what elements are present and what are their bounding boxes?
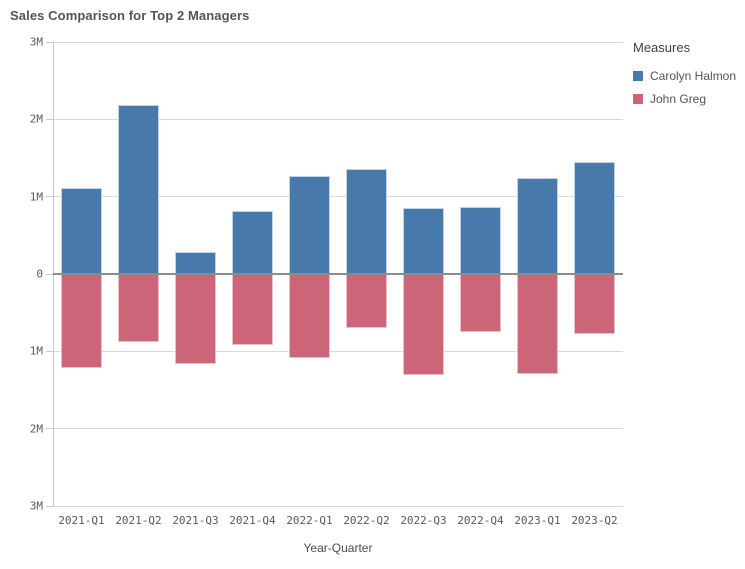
bar-carolyn-halmon-2023-Q2[interactable] [574,161,615,274]
y-tick-label: 3M [29,499,43,513]
plot-area [53,41,623,507]
bar-john-greg-2022-Q3[interactable] [403,274,444,375]
gridline [53,428,623,430]
gridline [53,350,623,352]
bar-john-greg-2021-Q1[interactable] [61,274,102,368]
y-tick-icon [46,428,53,430]
gridline [53,505,623,507]
bar-carolyn-halmon-2023-Q1[interactable] [517,178,558,274]
y-tick-label: 1M [29,190,43,204]
x-tick-label-2021-Q4[interactable]: 2021-Q4 [229,514,276,527]
y-tick-label: 1M [29,344,43,358]
legend-item-john-greg[interactable]: John Greg [633,92,743,106]
gridline [53,41,623,43]
x-tick-label-2023-Q1[interactable]: 2023-Q1 [514,514,561,527]
bar-john-greg-2021-Q4[interactable] [232,274,273,346]
x-tick-label-2021-Q1[interactable]: 2021-Q1 [58,514,105,527]
bar-john-greg-2021-Q3[interactable] [175,274,216,364]
y-tick-icon [46,196,53,198]
x-tick-label-2022-Q3[interactable]: 2022-Q3 [400,514,447,527]
legend-label: John Greg [650,92,707,106]
bar-carolyn-halmon-2022-Q3[interactable] [403,208,444,274]
bar-john-greg-2022-Q4[interactable] [460,274,501,332]
bar-carolyn-halmon-2021-Q4[interactable] [232,211,273,274]
y-tick-icon [46,41,53,43]
x-tick-label-2021-Q2[interactable]: 2021-Q2 [115,514,162,527]
y-tick-label: 2M [29,422,43,436]
gridline [53,118,623,120]
bar-carolyn-halmon-2021-Q2[interactable] [118,104,159,274]
zero-baseline [53,273,623,275]
bar-carolyn-halmon-2021-Q1[interactable] [61,188,102,274]
bar-john-greg-2022-Q1[interactable] [289,274,330,359]
x-tick-label-2023-Q2[interactable]: 2023-Q2 [571,514,618,527]
x-tick-label-2021-Q3[interactable]: 2021-Q3 [172,514,219,527]
bar-john-greg-2022-Q2[interactable] [346,274,387,329]
bar-john-greg-2023-Q1[interactable] [517,274,558,374]
gridline [53,196,623,198]
x-axis-title: Year-Quarter [303,541,373,555]
bar-carolyn-halmon-2021-Q3[interactable] [175,252,216,274]
bar-carolyn-halmon-2022-Q2[interactable] [346,168,387,274]
bar-john-greg-2023-Q2[interactable] [574,274,615,335]
legend-title: Measures [633,40,691,55]
y-tick-icon [46,273,53,275]
legend: Measures Carolyn Halmon John Greg [633,40,743,115]
x-tick-label-2022-Q1[interactable]: 2022-Q1 [286,514,333,527]
bar-carolyn-halmon-2022-Q1[interactable] [289,175,330,274]
legend-item-carolyn-halmon[interactable]: Carolyn Halmon [633,69,743,83]
bar-carolyn-halmon-2022-Q4[interactable] [460,206,501,274]
legend-swatch-blue-icon [633,71,643,81]
y-tick-icon [46,350,53,352]
x-tick-label-2022-Q2[interactable]: 2022-Q2 [343,514,390,527]
y-tick-label: 0 [36,267,43,281]
bar-john-greg-2021-Q2[interactable] [118,274,159,343]
legend-label: Carolyn Halmon [650,69,737,83]
y-tick-label: 3M [29,35,43,49]
y-tick-label: 2M [29,112,43,126]
legend-swatch-rose-icon [633,94,643,104]
y-tick-icon [46,505,53,507]
chart-title: Sales Comparison for Top 2 Managers [10,8,250,23]
y-tick-icon [46,118,53,120]
x-tick-label-2022-Q4[interactable]: 2022-Q4 [457,514,504,527]
